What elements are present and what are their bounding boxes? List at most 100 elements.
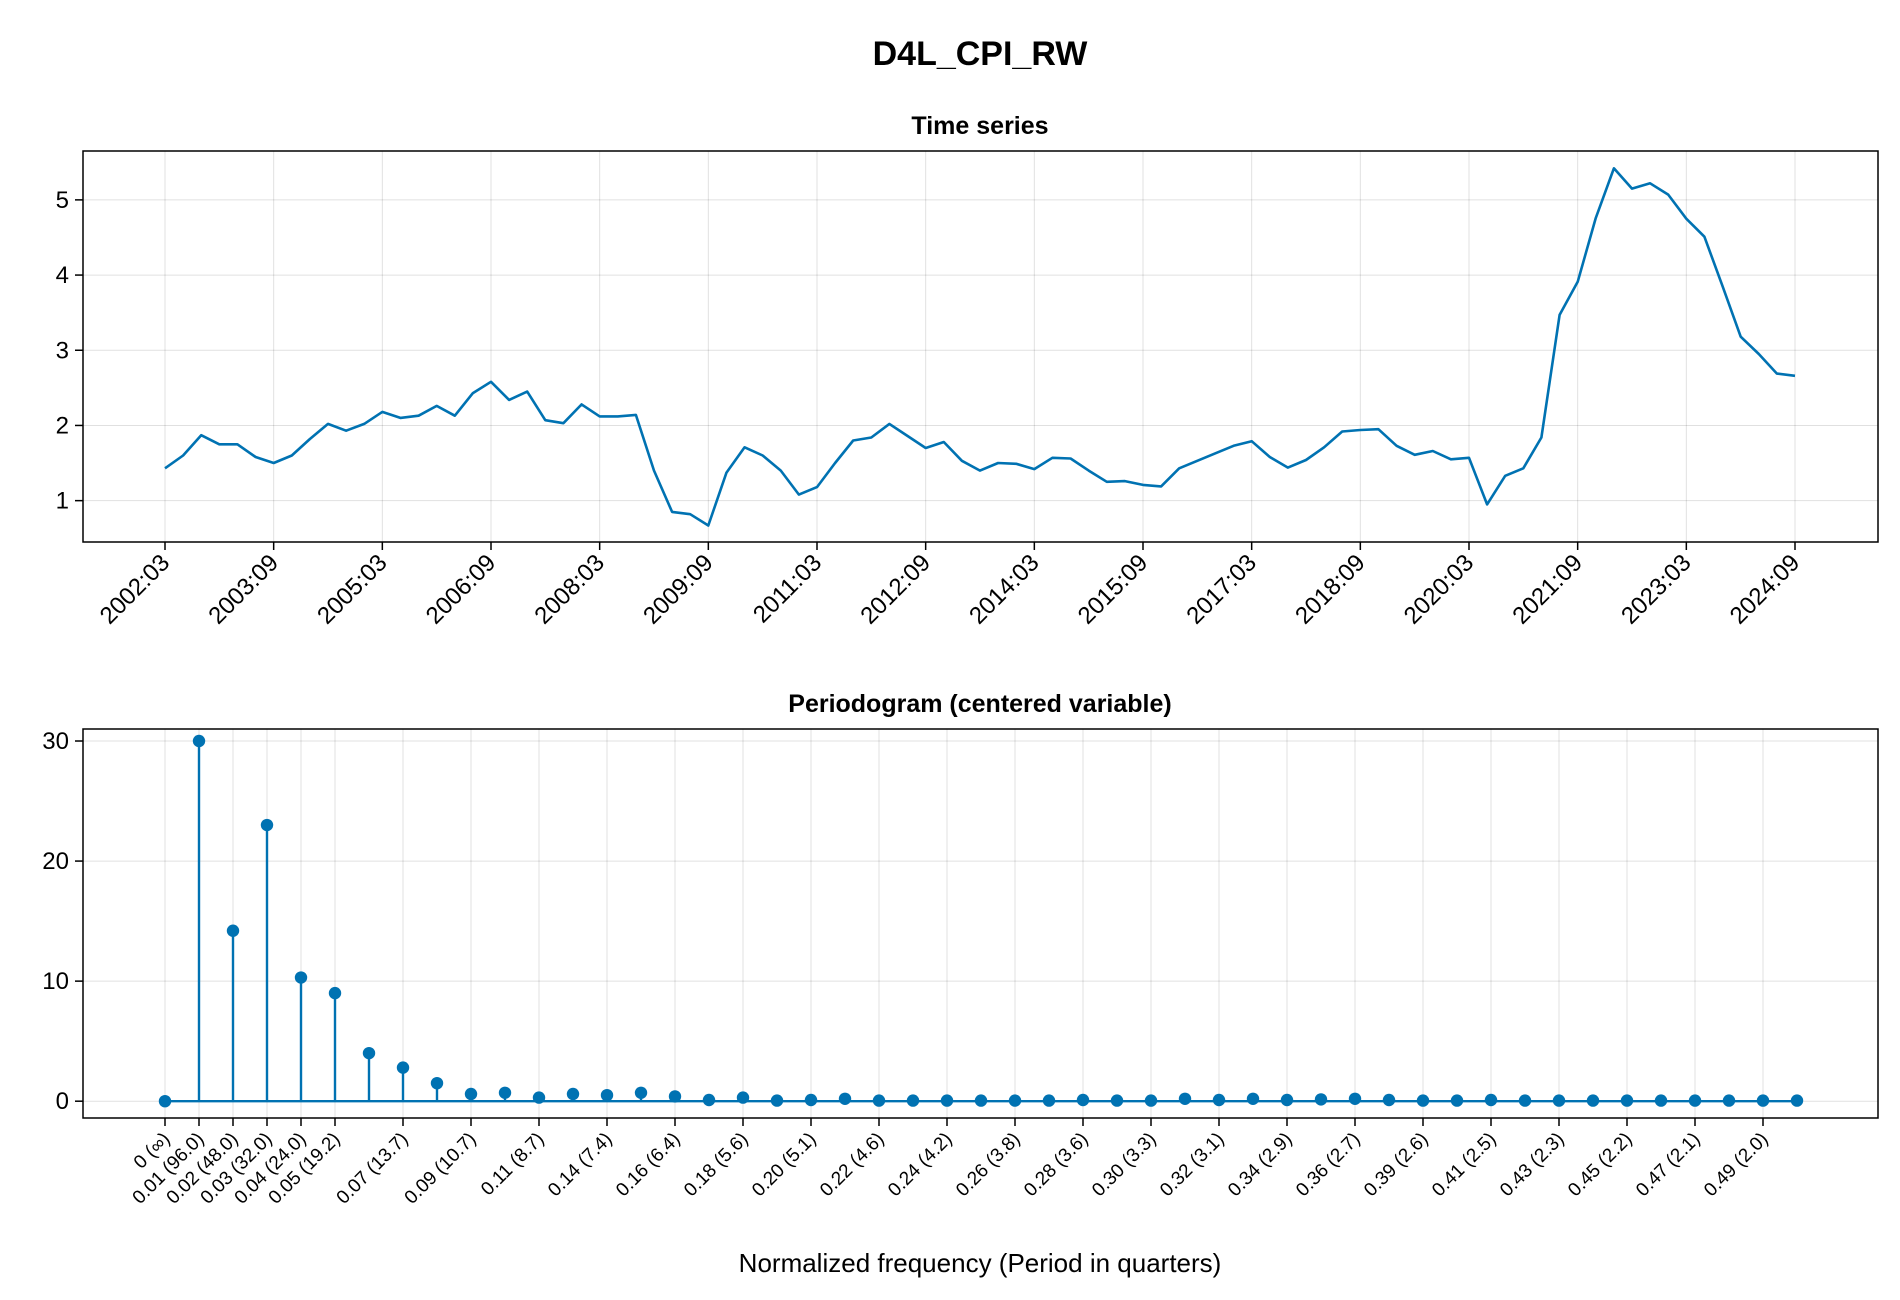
ts-x-tick-label: 2005:03 — [312, 549, 392, 629]
ts-y-tick-label: 4 — [56, 262, 69, 289]
periodogram-frame — [82, 728, 1879, 1119]
pg-x-tick-label: 0.47 (2.1) — [1632, 1129, 1704, 1201]
pg-stem-marker — [600, 1088, 614, 1102]
pg-stem-marker — [974, 1094, 988, 1107]
time-series-grid — [83, 151, 1878, 542]
pg-stem-marker — [668, 1090, 682, 1103]
ts-x-tick-label: 2009:09 — [638, 549, 718, 629]
pg-stem-marker — [1178, 1092, 1192, 1105]
pg-stem-marker — [464, 1087, 478, 1101]
pg-x-tick-label: 0.07 (13.7) — [333, 1129, 413, 1209]
pg-stem-marker — [566, 1087, 580, 1101]
periodogram-grid — [83, 729, 1878, 1118]
ts-x-tick-label: 2024:09 — [1725, 549, 1805, 629]
pg-stem-marker — [260, 818, 274, 832]
pg-stem-marker — [1756, 1094, 1770, 1107]
pg-stem-marker — [804, 1093, 818, 1107]
pg-stem-marker — [158, 1094, 172, 1108]
pg-stem-marker — [770, 1094, 784, 1107]
ts-y-tick-label: 2 — [56, 412, 69, 439]
pg-x-tick-label: 0.22 (4.6) — [816, 1129, 888, 1201]
pg-stem-marker — [1382, 1093, 1396, 1107]
pg-stem-marker — [1688, 1094, 1702, 1107]
time-series-title: Time series — [911, 112, 1048, 140]
figure-title: D4L_CPI_RW — [873, 35, 1089, 73]
pg-stem-marker — [906, 1094, 920, 1107]
pg-stem-marker — [362, 1046, 376, 1060]
pg-stem-marker — [940, 1094, 954, 1107]
pg-x-tick-label: 0.28 (3.6) — [1020, 1129, 1092, 1201]
pg-stem-marker — [498, 1086, 512, 1099]
ts-x-tick-label: 2012:09 — [855, 549, 935, 629]
ts-x-tick-label: 2023:03 — [1616, 549, 1696, 629]
pg-stem-marker — [872, 1094, 886, 1107]
pg-stem-marker — [1042, 1094, 1056, 1107]
pg-stem-marker — [1246, 1092, 1260, 1105]
periodogram-series — [158, 734, 1804, 1108]
pg-stem-marker — [1348, 1092, 1362, 1105]
pg-stem-marker — [430, 1076, 444, 1090]
pg-stem-marker — [1552, 1094, 1566, 1107]
pg-stem-marker — [1110, 1094, 1124, 1107]
pg-stem-marker — [1212, 1093, 1226, 1107]
pg-x-tick-label: 0.30 (3.3) — [1088, 1129, 1160, 1201]
pg-stem-marker — [328, 986, 342, 1000]
pg-stem-marker — [1722, 1094, 1736, 1107]
pg-x-tick-label: 0.20 (5.1) — [748, 1129, 820, 1201]
pg-x-tick-label: 0.26 (3.8) — [952, 1129, 1024, 1201]
pg-stem-marker — [838, 1092, 852, 1105]
ts-x-tick-label: 2002:03 — [95, 549, 175, 629]
ts-x-tick-label: 2015:09 — [1073, 549, 1153, 629]
pg-stem-marker — [1620, 1094, 1634, 1107]
pg-x-tick-label: 0.32 (3.1) — [1156, 1129, 1228, 1201]
pg-stem-marker — [1416, 1094, 1430, 1107]
ts-x-tick-label: 2006:09 — [421, 549, 501, 629]
pg-stem-marker — [634, 1086, 648, 1099]
pg-stem-marker — [1314, 1093, 1328, 1106]
pg-x-tick-label: 0.49 (2.0) — [1700, 1129, 1772, 1201]
pg-stem-marker — [736, 1091, 750, 1104]
time-series-y-axis: 1 2 3 4 5 — [56, 187, 83, 515]
ts-x-tick-label: 2011:03 — [748, 549, 827, 628]
pg-x-tick-label: 0.11 (8.7) — [477, 1129, 548, 1200]
pg-x-tick-label: 0.34 (2.9) — [1224, 1129, 1296, 1201]
pg-stem-marker — [1076, 1093, 1090, 1107]
periodogram-x-axis-label: Normalized frequency (Period in quarters… — [739, 1248, 1222, 1278]
pg-stem-marker — [702, 1093, 716, 1107]
pg-x-tick-label: 0.16 (6.4) — [612, 1129, 684, 1201]
pg-stem-marker — [1586, 1094, 1600, 1107]
ts-x-tick-label: 2008:03 — [529, 549, 609, 629]
pg-stem-marker — [1280, 1093, 1294, 1107]
periodogram-title: Periodogram (centered variable) — [788, 690, 1171, 718]
periodogram-panel: Periodogram (centered variable) 0102030 … — [42, 690, 1879, 1278]
ts-x-tick-label: 2003:09 — [203, 549, 283, 629]
time-series-frame — [82, 150, 1879, 543]
ts-y-tick-label: 3 — [56, 337, 69, 364]
periodogram-x-axis: 0 (∞)0.01 (96.0)0.02 (48.0)0.03 (32.0)0.… — [129, 1118, 1773, 1209]
pg-stem-marker — [192, 734, 206, 748]
pg-x-tick-label: 0.09 (10.7) — [401, 1129, 481, 1209]
pg-stem-marker — [1654, 1094, 1668, 1107]
pg-stem-marker — [532, 1091, 546, 1104]
pg-stem-marker — [1450, 1094, 1464, 1107]
ts-series-line — [164, 167, 1796, 527]
pg-y-tick-label: 0 — [56, 1088, 69, 1115]
pg-stem-marker — [1484, 1093, 1498, 1107]
periodogram-y-axis: 0 10 20 30 — [42, 728, 83, 1115]
pg-stem-marker — [294, 971, 308, 984]
pg-stem-marker — [1008, 1094, 1022, 1107]
time-series-panel: Time series 1 2 3 4 5 2002:03 2003:09 2005:03 2… — [56, 112, 1879, 630]
ts-x-tick-label: 2020:03 — [1399, 549, 1479, 629]
pg-x-tick-label: 0.36 (2.7) — [1292, 1129, 1364, 1201]
ts-y-tick-label: 1 — [56, 488, 69, 515]
ts-y-tick-label: 5 — [56, 187, 69, 214]
ts-x-tick-label: 2021:09 — [1507, 549, 1587, 629]
ts-x-tick-label: 2018:09 — [1290, 549, 1370, 629]
time-series-series — [164, 167, 1796, 527]
pg-stem-marker — [226, 924, 240, 937]
pg-x-tick-label: 0.24 (4.2) — [884, 1129, 956, 1201]
pg-x-tick-label: 0.45 (2.2) — [1564, 1129, 1636, 1201]
pg-x-tick-label: 0.14 (7.4) — [544, 1129, 616, 1201]
pg-x-tick-label: 0.18 (5.6) — [680, 1129, 752, 1201]
